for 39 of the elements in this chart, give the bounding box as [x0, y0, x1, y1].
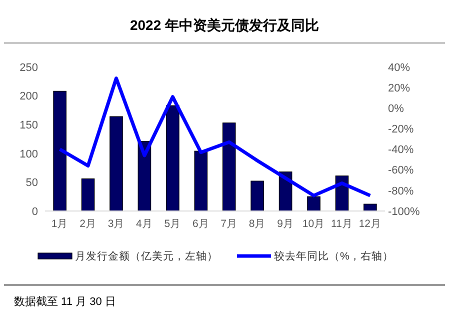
y2-tick-label: 0%	[388, 102, 404, 115]
bar	[194, 150, 208, 212]
y-tick-label: 150	[20, 119, 38, 132]
x-tick-label: 8月	[248, 218, 266, 230]
y-tick-label: 0	[32, 206, 38, 218]
y-tick-label: 200	[20, 90, 38, 103]
x-tick-label: 2月	[80, 218, 96, 230]
x-tick-label: 12月	[358, 218, 382, 230]
x-tick-label: 5月	[164, 218, 182, 230]
x-tick-label: 11月	[331, 218, 353, 230]
bar	[307, 196, 320, 212]
y2-tick-label: 20%	[388, 82, 410, 94]
bar	[53, 90, 66, 212]
x-tick-label: 7月	[220, 218, 238, 230]
line-series	[58, 76, 372, 198]
y2-tick-label: -80%	[388, 185, 414, 198]
y2-tick-label: -100%	[388, 206, 420, 218]
bar	[166, 105, 180, 212]
bar	[81, 178, 95, 212]
y-tick-label: 100	[20, 148, 38, 160]
chart-title: 2022 年中资美元债发行及同比	[130, 17, 320, 33]
y2-tick-label: 40%	[388, 62, 410, 74]
legend-label: 月发行金额（亿美元，左轴）	[75, 250, 218, 263]
x-tick-label: 3月	[108, 218, 125, 230]
bar	[110, 116, 123, 212]
y2-tick-label: -60%	[388, 164, 414, 177]
legend-label: 较去年同比（%，右轴）	[274, 250, 394, 263]
y2-tick-label: -40%	[388, 144, 414, 156]
text: 数据截至 11 月 30 日	[14, 295, 116, 308]
y2-tick-label: -20%	[388, 124, 414, 136]
x-tick-label: 4月	[136, 218, 153, 230]
x-tick-label: 6月	[192, 218, 210, 230]
x-tick-label: 10月	[302, 218, 326, 230]
x-tick-label: 1月	[51, 218, 68, 230]
bar	[222, 122, 236, 212]
x-tick-label: 9月	[277, 218, 294, 230]
y-tick-label: 250	[20, 62, 38, 74]
bar	[250, 180, 264, 212]
y-tick-label: 50	[26, 177, 38, 190]
